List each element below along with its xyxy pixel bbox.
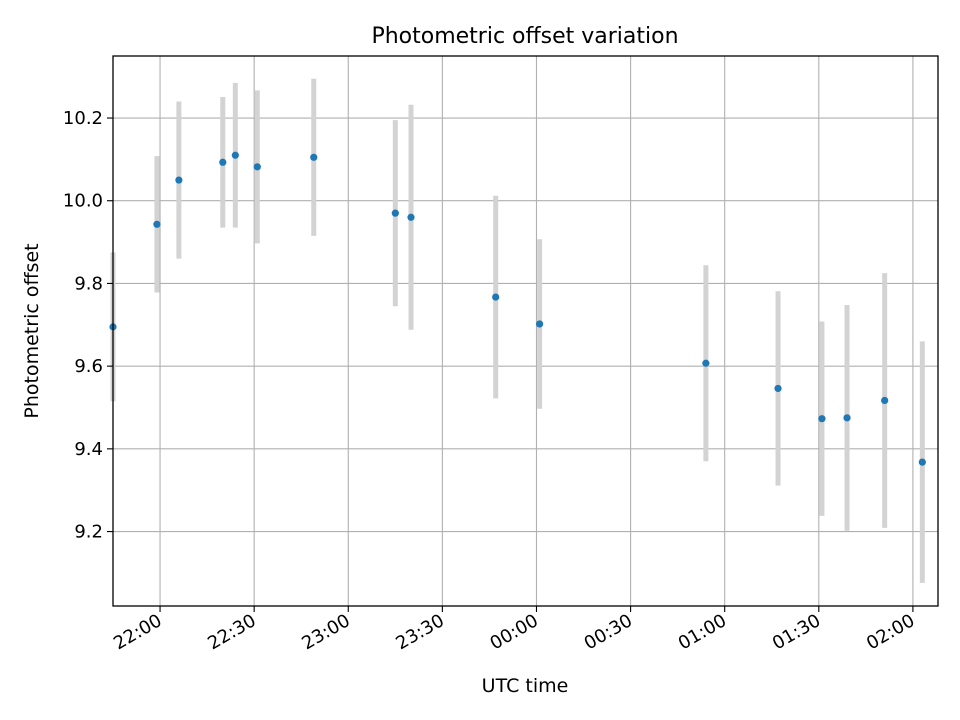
plot-frame [112, 55, 939, 607]
data-point [175, 176, 183, 184]
y-axis-ticks: 9.2 9.4 9.6 9.8 10.0 10.2 [63, 108, 113, 543]
y-tick-label: 9.6 [74, 356, 103, 377]
data-point [881, 396, 889, 405]
y-tick-label: 9.8 [74, 273, 103, 294]
data-points [109, 151, 926, 466]
data-point [310, 153, 318, 161]
data-point [774, 384, 782, 393]
data-point [918, 458, 926, 466]
data-point [153, 220, 161, 228]
chart-title: Photometric offset variation [371, 24, 678, 49]
data-point [843, 414, 851, 422]
data-point [536, 320, 544, 328]
data-point [818, 415, 826, 423]
data-point [391, 209, 399, 217]
y-tick-label: 10.2 [63, 108, 103, 129]
data-point [407, 213, 415, 221]
data-point [253, 163, 261, 171]
grid-lines [113, 56, 938, 606]
y-tick-label: 9.4 [74, 439, 103, 460]
y-tick-label: 9.2 [74, 522, 103, 543]
y-tick-label: 10.0 [63, 191, 103, 212]
data-point [702, 359, 710, 367]
data-point [492, 293, 500, 301]
data-point [219, 158, 227, 166]
y-axis-label: Photometric offset [21, 243, 43, 418]
x-axis-label: UTC time [482, 675, 569, 697]
data-point [231, 151, 239, 159]
